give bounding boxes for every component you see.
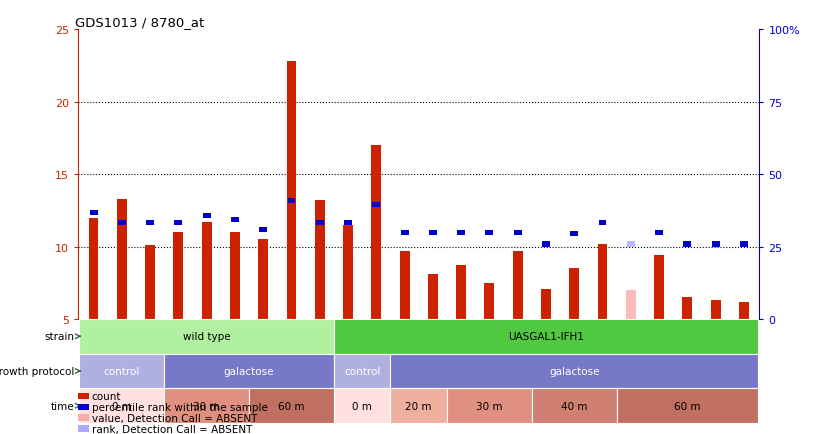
Bar [164, 388, 249, 423]
Bar [287, 62, 296, 319]
Bar [259, 240, 268, 319]
Bar [532, 388, 617, 423]
Bar [316, 220, 323, 225]
Bar [202, 223, 212, 319]
Bar [164, 354, 334, 388]
Text: 30 m: 30 m [194, 401, 220, 411]
Bar [371, 146, 381, 319]
Bar [400, 251, 410, 319]
Bar [391, 354, 758, 388]
Bar [514, 230, 521, 235]
Bar [739, 302, 749, 319]
Text: 60 m: 60 m [278, 401, 305, 411]
Bar [334, 319, 758, 354]
Bar [682, 298, 692, 319]
Bar [626, 242, 635, 247]
Bar [626, 290, 635, 319]
Bar [334, 354, 391, 388]
Text: 0 m: 0 m [112, 401, 131, 411]
Text: 0 m: 0 m [352, 401, 372, 411]
Bar [617, 388, 758, 423]
Bar [259, 227, 267, 233]
Bar [457, 230, 465, 235]
Text: 40 m: 40 m [561, 401, 588, 411]
Bar [569, 269, 579, 319]
Bar [391, 388, 447, 423]
Text: strain: strain [44, 332, 75, 342]
Bar [314, 201, 324, 319]
Text: control: control [103, 366, 140, 376]
Bar [78, 425, 89, 432]
Bar [80, 388, 164, 423]
Bar [231, 217, 239, 223]
Bar [485, 230, 493, 235]
Bar [428, 274, 438, 319]
Bar [78, 404, 89, 410]
Text: growth protocol: growth protocol [0, 366, 75, 376]
Text: 60 m: 60 m [674, 401, 700, 411]
Bar [78, 414, 89, 421]
Bar [655, 230, 663, 235]
Text: galactose: galactose [549, 366, 599, 376]
Bar [174, 220, 182, 225]
Bar [484, 283, 494, 319]
Bar [598, 244, 608, 319]
Bar [230, 233, 240, 319]
Bar [80, 354, 164, 388]
Bar [173, 233, 183, 319]
Bar [145, 246, 155, 319]
Bar [334, 388, 391, 423]
Bar [541, 289, 551, 319]
Bar [89, 218, 99, 319]
Bar [249, 388, 334, 423]
Bar [373, 203, 380, 208]
Bar [447, 388, 532, 423]
Text: UASGAL1-IFH1: UASGAL1-IFH1 [508, 332, 584, 342]
Bar [118, 220, 126, 225]
Bar [599, 220, 607, 225]
Bar [343, 225, 353, 319]
Bar [344, 220, 352, 225]
Bar [287, 199, 296, 204]
Text: time: time [51, 401, 75, 411]
Text: galactose: galactose [224, 366, 274, 376]
Bar [203, 213, 211, 218]
Bar [513, 251, 523, 319]
Bar [401, 230, 409, 235]
Bar [117, 199, 126, 319]
Bar [654, 256, 664, 319]
Text: control: control [344, 366, 380, 376]
Text: 30 m: 30 m [476, 401, 502, 411]
Bar [429, 230, 437, 235]
Bar [78, 393, 89, 399]
Bar [89, 210, 98, 215]
Bar [712, 242, 719, 247]
Text: rank, Detection Call = ABSENT: rank, Detection Call = ABSENT [92, 424, 252, 434]
Bar [683, 242, 691, 247]
Text: value, Detection Call = ABSENT: value, Detection Call = ABSENT [92, 413, 257, 423]
Text: 20 m: 20 m [406, 401, 432, 411]
Text: percentile rank within the sample: percentile rank within the sample [92, 402, 268, 412]
Text: GDS1013 / 8780_at: GDS1013 / 8780_at [75, 16, 204, 29]
Bar [542, 242, 550, 247]
Bar [571, 232, 578, 237]
Text: wild type: wild type [183, 332, 231, 342]
Bar [456, 266, 466, 319]
Bar [80, 319, 334, 354]
Text: count: count [92, 391, 121, 401]
Bar [740, 242, 748, 247]
Bar [146, 220, 154, 225]
Bar [711, 300, 721, 319]
